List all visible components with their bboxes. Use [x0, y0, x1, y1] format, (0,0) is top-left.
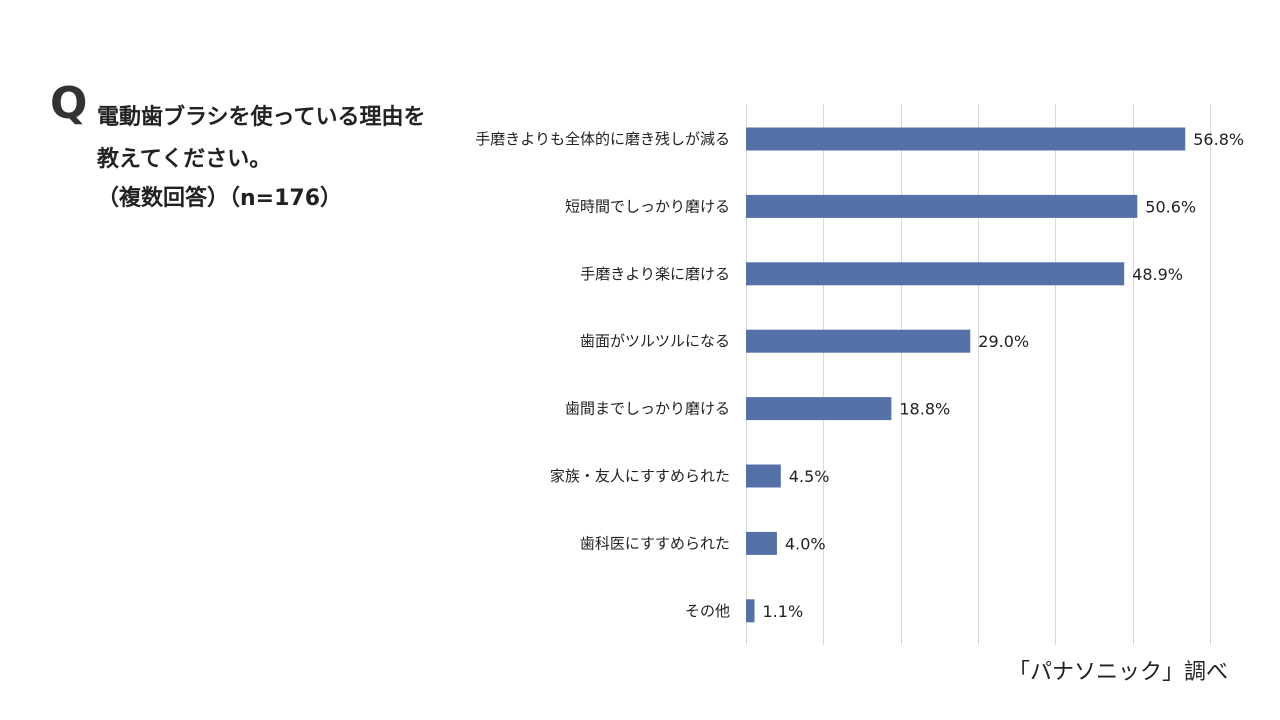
category-label: 歯間までしっかり磨ける: [565, 400, 730, 418]
bar: [746, 464, 781, 488]
bar: [746, 329, 971, 353]
source-note: 「パナソニック」調べ: [1007, 660, 1228, 685]
value-label: 48.9%: [1132, 265, 1183, 284]
category-label: 歯科医にすすめられた: [580, 534, 730, 552]
category-label: 短時間でしっかり磨ける: [565, 197, 730, 215]
category-label: 手磨きよりも全体的に磨き残しが減る: [475, 130, 730, 148]
question-mark: Q: [50, 78, 88, 129]
bar: [746, 531, 777, 555]
bar: [746, 262, 1125, 286]
category-label: その他: [685, 602, 730, 620]
question-line-3: （複数回答）（n=176）: [97, 186, 343, 211]
category-label: 歯面がツルツルになる: [580, 332, 730, 350]
value-label: 1.1%: [763, 602, 804, 621]
bar: [746, 194, 1138, 218]
bar: [746, 397, 892, 421]
question-line-1: 電動歯ブラシを使っている理由を: [97, 105, 426, 130]
value-label: 4.5%: [789, 467, 830, 486]
value-label: 18.8%: [899, 400, 950, 419]
category-label: 手磨きより楽に磨ける: [580, 265, 730, 283]
category-label: 家族・友人にすすめられた: [550, 467, 730, 485]
bar: [746, 599, 755, 623]
question-line-2: 教えてください。: [97, 147, 272, 172]
value-label: 56.8%: [1193, 130, 1244, 149]
value-label: 4.0%: [785, 534, 826, 553]
value-label: 50.6%: [1145, 197, 1196, 216]
bar: [746, 127, 1186, 151]
value-label: 29.0%: [978, 332, 1029, 351]
